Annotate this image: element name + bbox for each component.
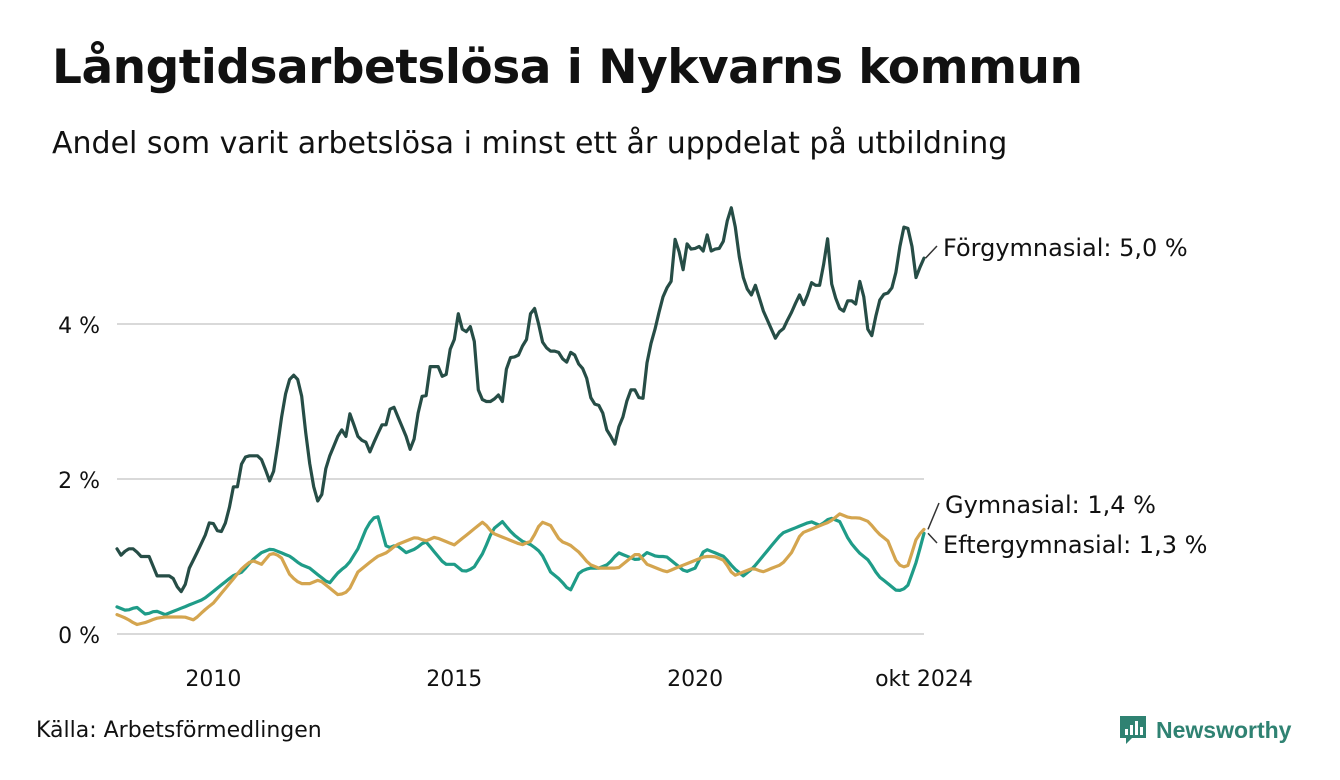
line-chart: 0 % 2 % 4 % 2010 2015 2020 okt 2024 Förgymnas… xyxy=(58,206,1207,692)
series-group xyxy=(115,206,926,627)
brand-logo[interactable]: Newsworthy xyxy=(1118,713,1291,747)
y-tick-label: 2 % xyxy=(58,469,100,494)
end-label-förgymnasial: Förgymnasial: 5,0 % xyxy=(943,234,1188,262)
x-tick-label: 2010 xyxy=(185,667,241,692)
x-axis: 2010 2015 2020 okt 2024 xyxy=(185,667,973,692)
leader-line xyxy=(927,502,940,530)
grid xyxy=(117,323,924,635)
end-label-gymnasial: Gymnasial: 1,4 % xyxy=(945,491,1156,519)
end-labels: Förgymnasial: 5,0 % Gymnasial: 1,4 % Efter… xyxy=(925,234,1207,559)
y-tick-label: 4 % xyxy=(58,314,100,339)
leader-line xyxy=(925,245,938,259)
series-line-förgymnasial xyxy=(115,206,926,594)
series-line-gymnasial xyxy=(115,512,926,627)
x-tick-label: 2020 xyxy=(667,667,723,692)
source-note: Källa: Arbetsförmedlingen xyxy=(36,718,322,743)
end-label-eftergymnasial: Eftergymnasial: 1,3 % xyxy=(943,531,1207,559)
x-tick-label: 2015 xyxy=(426,667,482,692)
y-axis: 0 % 2 % 4 % xyxy=(58,314,100,649)
newsworthy-logo-icon xyxy=(1120,716,1146,744)
x-tick-label: okt 2024 xyxy=(875,667,973,692)
brand-name: Newsworthy xyxy=(1156,716,1292,743)
chart-subtitle: Andel som varit arbetslösa i minst ett å… xyxy=(52,126,1008,161)
y-tick-label: 0 % xyxy=(58,624,100,649)
chart-title: Långtidsarbetslösa i Nykvarns kommun xyxy=(52,40,1083,95)
leader-line xyxy=(927,532,938,544)
